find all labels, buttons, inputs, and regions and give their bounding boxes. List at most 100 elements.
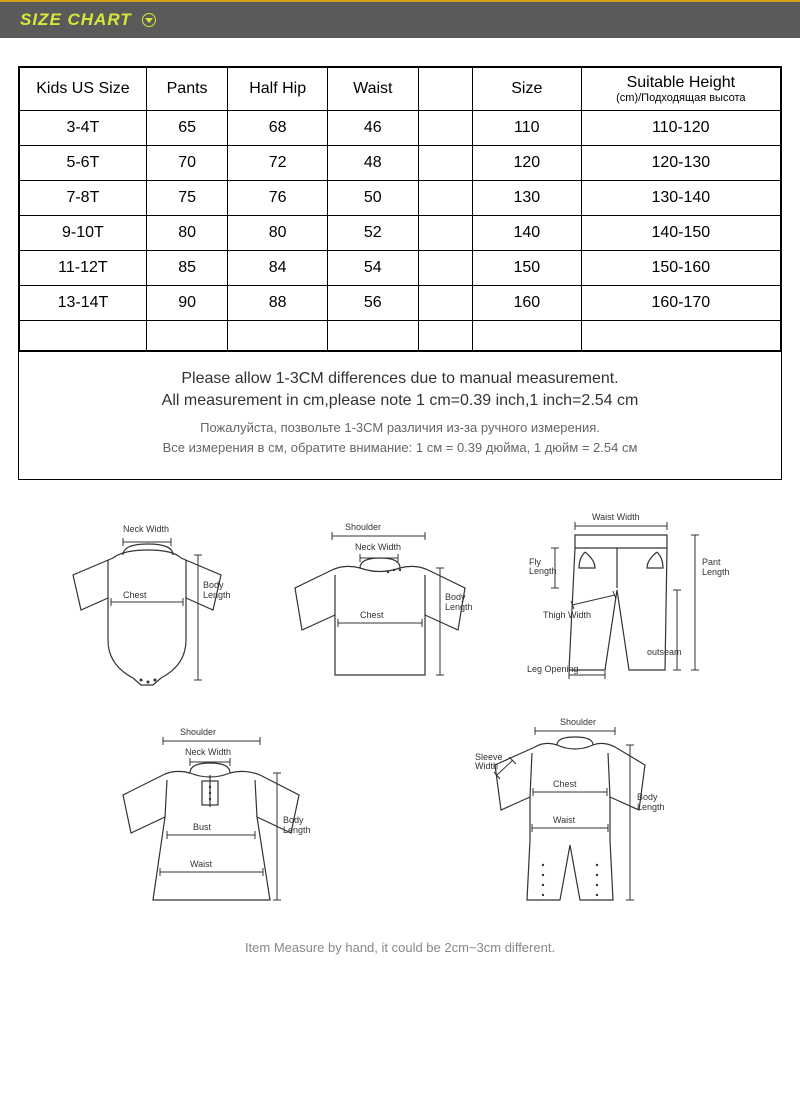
- th-size: Size: [472, 68, 581, 111]
- svg-text:outseam: outseam: [647, 647, 682, 657]
- table-row: 7-8T757650 130130-140: [20, 181, 781, 216]
- notes-box: Please allow 1-3CM differences due to ma…: [19, 351, 781, 479]
- table-cell: 54: [328, 251, 419, 286]
- size-table-wrap: Kids US Size Pants Half Hip Waist Size S…: [18, 66, 782, 480]
- table-cell: 5-6T: [20, 146, 147, 181]
- svg-text:Chest: Chest: [123, 590, 147, 600]
- suitable-height-sub: (cm)/Подходящая высота: [586, 92, 776, 104]
- svg-text:Body: Body: [203, 580, 224, 590]
- table-row: 13-14T908856 160160-170: [20, 286, 781, 321]
- svg-text:Thigh Width: Thigh Width: [543, 610, 591, 620]
- svg-text:Shoulder: Shoulder: [180, 727, 216, 737]
- table-cell: [418, 111, 472, 146]
- svg-text:Shoulder: Shoulder: [560, 717, 596, 727]
- table-cell: 11-12T: [20, 251, 147, 286]
- svg-text:Chest: Chest: [360, 610, 384, 620]
- svg-text:Length: Length: [445, 602, 473, 612]
- table-cell: 7-8T: [20, 181, 147, 216]
- garment-diagrams: Neck Width Chest BodyLength Shoulder Nec…: [40, 510, 760, 915]
- table-cell: 13-14T: [20, 286, 147, 321]
- table-row-empty: [20, 321, 781, 351]
- table-cell: 75: [146, 181, 228, 216]
- th-suitable-height: Suitable Height (cm)/Подходящая высота: [581, 68, 780, 111]
- table-cell: 160-170: [581, 286, 780, 321]
- chevron-down-icon: [142, 13, 156, 27]
- table-cell: 72: [228, 146, 328, 181]
- table-cell: [418, 146, 472, 181]
- table-cell: 120: [472, 146, 581, 181]
- table-cell: 84: [228, 251, 328, 286]
- diagram-row-2: Shoulder Neck Width Bust Waist BodyLengt…: [40, 715, 760, 915]
- table-cell: 3-4T: [20, 111, 147, 146]
- svg-text:Waist: Waist: [553, 815, 576, 825]
- table-cell: 80: [146, 216, 228, 251]
- svg-text:Chest: Chest: [553, 779, 577, 789]
- table-cell: 85: [146, 251, 228, 286]
- th-us-size: Kids US Size: [20, 68, 147, 111]
- table-cell: 150-160: [581, 251, 780, 286]
- size-table: Kids US Size Pants Half Hip Waist Size S…: [19, 67, 781, 351]
- svg-text:Body: Body: [445, 592, 466, 602]
- table-cell: 70: [146, 146, 228, 181]
- table-cell: 140: [472, 216, 581, 251]
- svg-text:Shoulder: Shoulder: [345, 522, 381, 532]
- svg-text:Leg Opening: Leg Opening: [527, 664, 579, 674]
- svg-text:Neck Width: Neck Width: [185, 747, 231, 757]
- footer-note: Item Measure by hand, it could be 2cm~3c…: [0, 940, 800, 955]
- diagram-jumpsuit: Shoulder SleeveWidth Chest Waist BodyLen…: [465, 715, 695, 915]
- table-cell: 110: [472, 111, 581, 146]
- table-cell: 65: [146, 111, 228, 146]
- th-half-hip: Half Hip: [228, 68, 328, 111]
- svg-text:Length: Length: [702, 567, 730, 577]
- table-header-row: Kids US Size Pants Half Hip Waist Size S…: [20, 68, 781, 111]
- th-waist: Waist: [328, 68, 419, 111]
- svg-text:Body: Body: [283, 815, 304, 825]
- table-row: 3-4T656846 110110-120: [20, 111, 781, 146]
- table-cell: 130: [472, 181, 581, 216]
- table-cell: 150: [472, 251, 581, 286]
- table-cell: 88: [228, 286, 328, 321]
- suitable-height-label: Suitable Height: [627, 74, 736, 91]
- svg-text:Length: Length: [203, 590, 231, 600]
- table-cell: [418, 251, 472, 286]
- table-cell: 120-130: [581, 146, 780, 181]
- table-cell: [418, 286, 472, 321]
- table-row: 5-6T707248 120120-130: [20, 146, 781, 181]
- svg-text:Waist: Waist: [190, 859, 213, 869]
- table-cell: [418, 181, 472, 216]
- svg-text:Length: Length: [283, 825, 311, 835]
- diagram-sweater: Shoulder Neck Width Chest BodyLength: [280, 520, 490, 690]
- table-cell: 68: [228, 111, 328, 146]
- table-cell: 80: [228, 216, 328, 251]
- svg-text:Neck Width: Neck Width: [123, 524, 169, 534]
- note-en-2: All measurement in cm,please note 1 cm=0…: [39, 392, 761, 410]
- table-cell: 110-120: [581, 111, 780, 146]
- th-pants: Pants: [146, 68, 228, 111]
- table-cell: 130-140: [581, 181, 780, 216]
- table-cell: 56: [328, 286, 419, 321]
- svg-text:Neck Width: Neck Width: [355, 542, 401, 552]
- svg-text:Length: Length: [637, 802, 665, 812]
- svg-text:Width: Width: [475, 761, 498, 771]
- table-row: 9-10T808052140140-150: [20, 216, 781, 251]
- note-en-1: Please allow 1-3CM differences due to ma…: [39, 370, 761, 388]
- table-cell: [418, 216, 472, 251]
- table-cell: 90: [146, 286, 228, 321]
- svg-text:Bust: Bust: [193, 822, 212, 832]
- table-row: 11-12T858454 150150-160: [20, 251, 781, 286]
- note-ru-2: Все измерения в см, обратите внимание: 1…: [39, 438, 761, 458]
- table-cell: 9-10T: [20, 216, 147, 251]
- table-cell: 46: [328, 111, 419, 146]
- svg-text:Waist Width: Waist Width: [592, 512, 640, 522]
- size-chart-header: SIZE CHART: [0, 0, 800, 38]
- table-cell: 160: [472, 286, 581, 321]
- diagram-row-1: Neck Width Chest BodyLength Shoulder Nec…: [40, 510, 760, 690]
- svg-text:Length: Length: [529, 566, 557, 576]
- table-cell: 48: [328, 146, 419, 181]
- header-title: SIZE CHART: [20, 10, 132, 30]
- table-cell: 50: [328, 181, 419, 216]
- table-cell: 140-150: [581, 216, 780, 251]
- table-cell: 76: [228, 181, 328, 216]
- diagram-pants: Waist Width FlyLength Thigh Width Leg Op…: [517, 510, 747, 690]
- note-ru-1: Пожалуйста, позвольте 1-3СМ различия из-…: [39, 418, 761, 438]
